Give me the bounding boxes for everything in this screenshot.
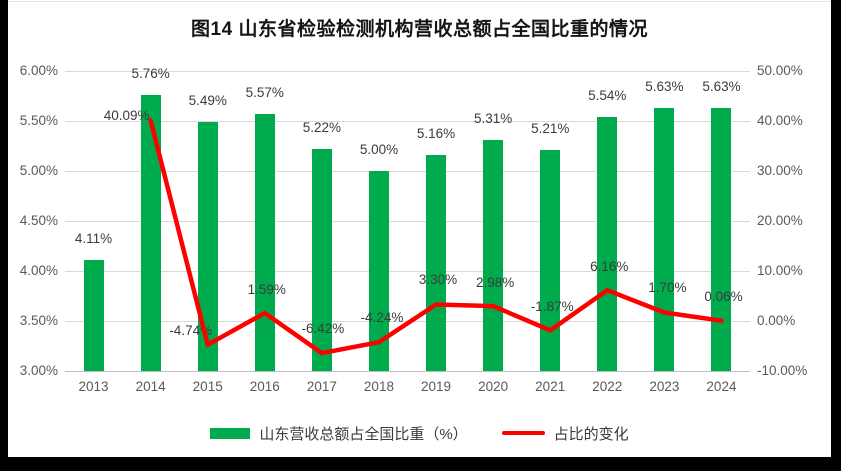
x-axis-label: 2019 [421,379,452,394]
bar-data-label: 5.21% [531,121,570,136]
gridline [65,371,750,372]
right-axis-tick-label: 10.00% [757,263,803,278]
right-axis-tick-label: 50.00% [757,63,803,78]
left-black-band [0,0,8,471]
x-axis-label: 2016 [249,379,280,394]
gridline [65,171,750,172]
x-axis-label: 2013 [78,379,109,394]
bar-data-label: 5.76% [131,66,170,81]
bar-data-label: 5.63% [702,79,741,94]
x-axis-label: 2014 [135,379,166,394]
x-axis-label: 2023 [649,379,680,394]
bottom-black-band [0,457,841,471]
line-series-legend-label: 占比的变化 [553,425,629,443]
x-axis-label: 2015 [192,379,223,394]
right-axis-tick-label: 0.00% [757,313,796,328]
left-axis-tick-label: 4.00% [19,263,58,278]
x-axis-label: 2024 [706,379,737,394]
line-data-label: 1.70% [648,279,687,295]
gridline [65,271,750,272]
bar-data-label: 5.57% [245,85,284,100]
bar [426,155,447,371]
bar-data-label: 5.22% [302,120,342,135]
bar-data-label: 5.63% [645,79,684,94]
left-axis-tick-label: 3.00% [19,363,58,378]
bar [140,95,161,371]
bar-data-label: 5.16% [416,126,456,141]
line-data-label: 0.06% [704,288,743,304]
right-axis-tick-label: 40.00% [757,113,803,128]
bar-data-label: 4.11% [74,231,113,246]
right-axis-tick-label: 20.00% [757,213,803,228]
line-series-swatch-icon [501,430,545,436]
line-data-label: -6.42% [301,321,345,337]
x-axis-label: 2021 [535,379,566,394]
line-data-label: 3.30% [418,271,458,287]
line-data-label: 2.98% [475,275,515,291]
bar-data-label: 5.00% [359,142,399,157]
right-axis-tick-label: 30.00% [757,163,803,178]
left-axis-tick-label: 6.00% [19,63,58,78]
bar-data-label: 5.54% [588,88,627,103]
gridline [65,71,750,72]
bar [483,140,504,371]
gridline [65,221,750,222]
bar-series-legend-label: 山东营收总额占全国比重（%） [259,425,468,443]
line-data-label: 40.09% [103,107,150,123]
gridline [65,121,750,122]
left-axis-tick-label: 4.50% [19,213,58,228]
bar [197,122,218,371]
line-data-label: 1.59% [247,282,286,298]
bar [368,171,389,371]
line-data-label: -1.87% [530,299,574,315]
legend: 山东营收总额占全国比重（%） 占比的变化 [8,423,831,443]
bar-data-label: 5.31% [473,111,513,126]
bar-data-label: 5.49% [188,93,227,108]
bar [654,108,675,371]
left-axis-tick-label: 3.50% [19,313,58,328]
right-black-band [831,0,841,471]
x-axis-label: 2017 [306,379,337,394]
chart-title: 图14 山东省检验检测机构营收总额占全国比重的情况 [191,19,648,40]
bar [540,150,561,371]
chart-top-border [8,1,831,2]
bar [311,149,332,371]
x-axis-label: 2018 [363,379,394,394]
x-axis-label: 2022 [592,379,623,394]
left-axis-tick-label: 5.50% [19,113,58,128]
bar [254,114,275,371]
bar [711,108,732,371]
x-axis-label: 2020 [478,379,509,394]
bar [597,117,618,371]
right-axis-tick-label: -10.00% [757,363,808,378]
bar-series-swatch-icon [210,427,251,439]
left-axis-tick-label: 5.00% [19,163,58,178]
line-data-label: 6.16% [590,259,629,275]
bar [83,260,104,371]
line-data-label: -4.24% [360,310,404,326]
